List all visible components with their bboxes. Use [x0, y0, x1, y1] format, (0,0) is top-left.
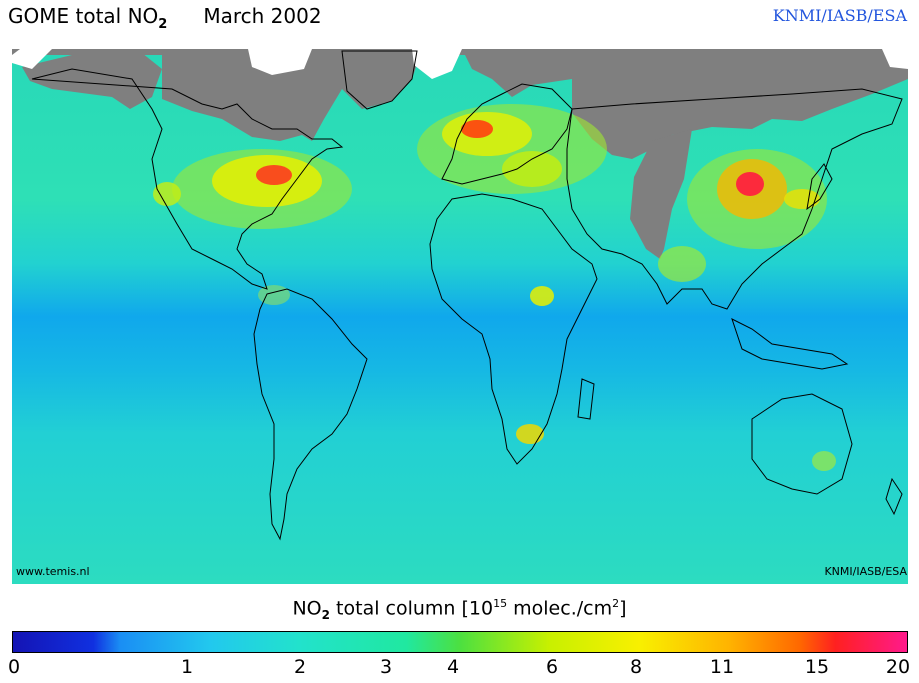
- coast-south-america: [253, 288, 368, 541]
- coast-australia: [751, 393, 853, 495]
- colorbar-label-unit: molec./cm: [507, 597, 613, 620]
- no-data-siberia: [572, 49, 908, 159]
- ice-patches: [12, 49, 908, 79]
- no-data-scandinavia: [462, 49, 572, 97]
- map-footer-website: www.temis.nl: [16, 565, 90, 578]
- no-data-central-asia: [630, 129, 692, 259]
- colorbar-tick-label: 11: [709, 656, 735, 678]
- colorbar: [12, 631, 908, 653]
- coast-madagascar: [577, 378, 595, 420]
- no2-hotspots: [153, 104, 836, 471]
- no-data-alaska: [22, 53, 162, 109]
- colorbar-tick-label: 0: [7, 656, 21, 678]
- map-title: GOME total NO2 March 2002: [8, 4, 322, 32]
- colorbar-label-unit-exponent: 2: [612, 597, 620, 610]
- coast-asia: [566, 88, 903, 310]
- map-graphics: [12, 49, 908, 541]
- coast-africa: [429, 193, 598, 465]
- title-month: March 2002: [203, 4, 322, 28]
- title-subscript: 2: [158, 17, 168, 32]
- colorbar-label-subscript: 2: [321, 608, 330, 623]
- coast-greenland: [341, 50, 418, 110]
- no-data-canada: [162, 49, 342, 141]
- colorbar-label-mid: total column [10: [330, 597, 494, 620]
- credit-top: KNMI/IASB/ESA: [772, 6, 907, 25]
- map-footer-credit: KNMI/IASB/ESA: [824, 565, 907, 578]
- colorbar-label: NO2 total column [1015 molec./cm2]: [0, 597, 919, 622]
- colorbar-tick-label: 8: [629, 656, 643, 678]
- colorbar-tick-label: 2: [293, 656, 307, 678]
- colorbar-tick-label: 1: [180, 656, 194, 678]
- colorbar-tick-label: 20: [885, 656, 911, 678]
- coast-new-zealand: [885, 477, 903, 516]
- coastlines: [31, 50, 903, 541]
- title-prefix: GOME total NO: [8, 4, 159, 28]
- colorbar-tick-label: 6: [545, 656, 559, 678]
- no-data-regions: [12, 49, 908, 259]
- colorbar-tick-label: 4: [446, 656, 460, 678]
- no-data-greenland: [342, 49, 422, 109]
- coast-north-america: [31, 68, 344, 290]
- colorbar-label-end: ]: [619, 597, 627, 620]
- no2-world-map: [12, 49, 908, 584]
- colorbar-label-prefix: NO: [292, 597, 322, 620]
- colorbar-label-exponent: 15: [493, 597, 508, 610]
- colorbar-tick-label: 3: [379, 656, 393, 678]
- colorbar-tick-label: 15: [804, 656, 830, 678]
- coast-japan: [806, 163, 833, 211]
- coast-southeast-asia: [731, 318, 849, 370]
